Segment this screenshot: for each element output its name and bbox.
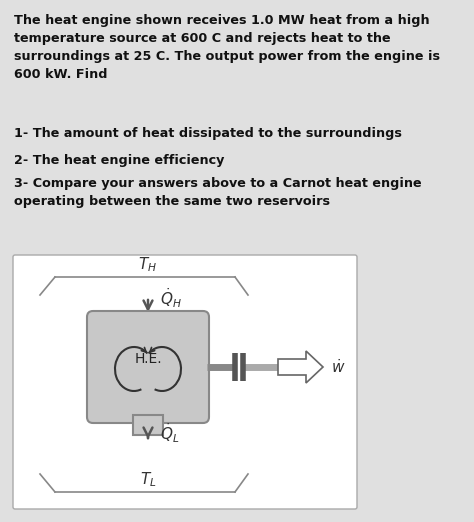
Text: $T_L$: $T_L$ xyxy=(140,470,156,489)
Text: $T_H$: $T_H$ xyxy=(138,255,157,274)
Bar xyxy=(133,415,163,435)
Text: H.E.: H.E. xyxy=(134,352,162,366)
Text: $\dot{Q}_L$: $\dot{Q}_L$ xyxy=(160,422,180,445)
FancyBboxPatch shape xyxy=(87,311,209,423)
Text: The heat engine shown receives 1.0 MW heat from a high
temperature source at 600: The heat engine shown receives 1.0 MW he… xyxy=(14,14,440,81)
Text: 2- The heat engine efficiency: 2- The heat engine efficiency xyxy=(14,154,224,167)
Polygon shape xyxy=(278,351,323,383)
Text: $\dot{Q}_H$: $\dot{Q}_H$ xyxy=(160,286,182,310)
FancyBboxPatch shape xyxy=(13,255,357,509)
Text: $\dot{w}$: $\dot{w}$ xyxy=(331,358,346,376)
Text: 3- Compare your answers above to a Carnot heat engine
operating between the same: 3- Compare your answers above to a Carno… xyxy=(14,177,422,208)
Text: 1- The amount of heat dissipated to the surroundings: 1- The amount of heat dissipated to the … xyxy=(14,127,402,140)
